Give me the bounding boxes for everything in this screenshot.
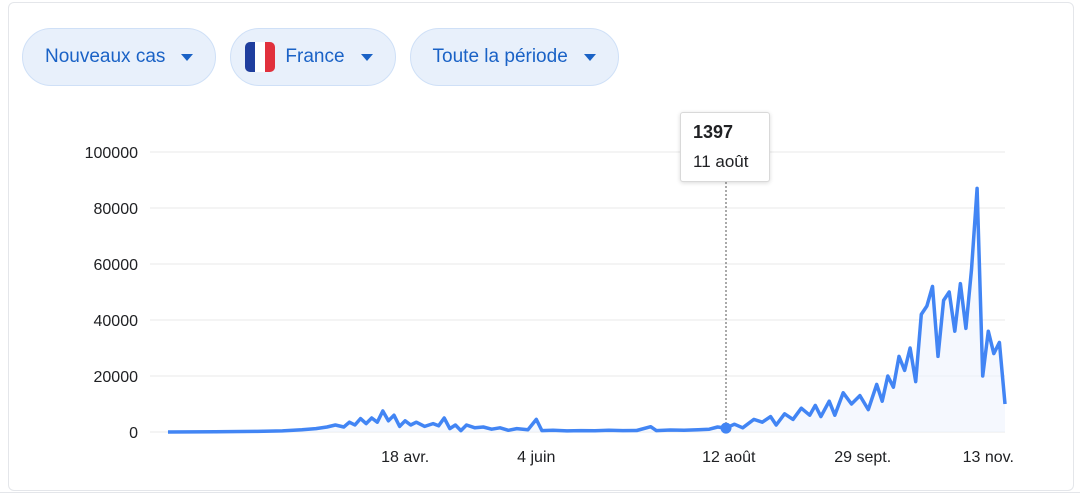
series-points — [167, 188, 1006, 433]
series-line[interactable] — [167, 186, 1007, 434]
chevron-down-icon — [583, 53, 596, 61]
chevron-down-icon — [181, 53, 194, 61]
flag-stripe-blue — [245, 42, 256, 72]
y-tick-label: 0 — [129, 425, 138, 442]
divider — [0, 492, 1080, 493]
tooltip-value: 1397 — [693, 122, 734, 142]
filter-bar: Nouveaux cas France Toute la période — [22, 28, 619, 86]
highlight-point[interactable] — [720, 422, 732, 434]
flag-stripe-red — [265, 42, 276, 72]
y-axis: 0 20000 40000 60000 80000 100000 — [85, 145, 138, 442]
x-tick-label: 18 avr. — [381, 449, 429, 466]
y-tick-label: 60000 — [94, 257, 139, 274]
metric-dropdown-label: Nouveaux cas — [45, 46, 166, 67]
x-axis: 18 avr. 4 juin 12 août 29 sept. 13 nov. — [381, 449, 1014, 466]
tooltip-date: 11 août — [693, 152, 749, 171]
y-tick-label: 40000 — [94, 313, 139, 330]
x-tick-label: 12 août — [702, 449, 756, 466]
x-tick-label: 4 juin — [517, 449, 555, 466]
metric-dropdown[interactable]: Nouveaux cas — [22, 28, 217, 86]
period-dropdown-label: Toute la période — [432, 46, 568, 67]
x-tick-label: 29 sept. — [834, 449, 891, 466]
country-dropdown[interactable]: France — [230, 28, 396, 86]
france-flag-icon — [245, 42, 276, 72]
flag-stripe-white — [255, 42, 266, 72]
y-tick-label: 100000 — [85, 145, 138, 162]
y-tick-label: 20000 — [94, 369, 139, 386]
country-dropdown-label: France — [285, 46, 345, 67]
period-dropdown[interactable]: Toute la période — [409, 28, 619, 86]
chart-tooltip: 1397 11 août — [680, 112, 770, 182]
chevron-down-icon — [360, 53, 373, 61]
series-area — [168, 188, 1005, 432]
x-tick-label: 13 nov. — [963, 449, 1014, 466]
y-tick-label: 80000 — [94, 201, 139, 218]
